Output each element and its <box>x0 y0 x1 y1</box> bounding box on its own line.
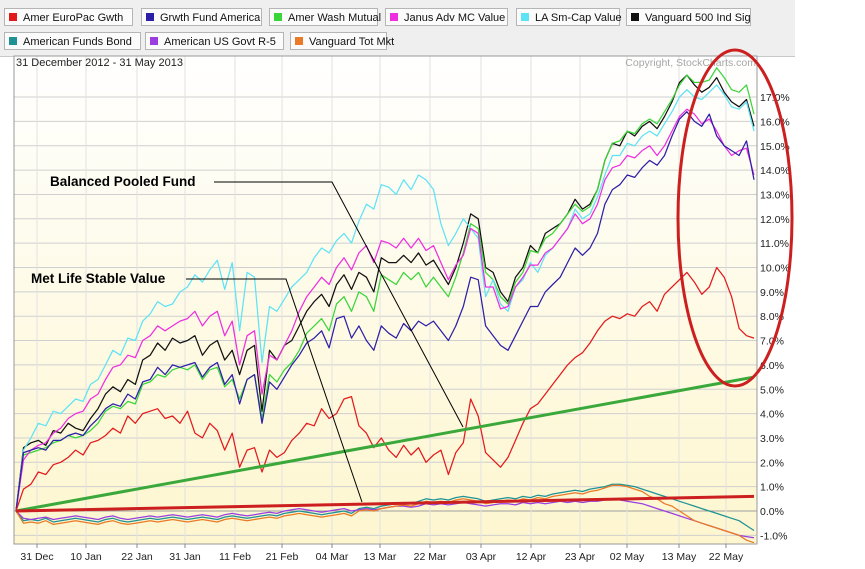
y-tick-label: 3.0% <box>760 433 784 445</box>
legend-swatch <box>631 13 639 21</box>
legend-label: Grwth Fund America <box>160 12 261 24</box>
y-tick-label: 2.0% <box>760 457 784 469</box>
y-tick-label: 9.0% <box>760 287 784 299</box>
legend-item[interactable]: Vanguard 500 Ind Sig <box>626 8 751 26</box>
legend-swatch <box>146 13 154 21</box>
annotations: Balanced Pooled Fund Met Life Stable Valu… <box>31 174 464 503</box>
legend-item[interactable]: Amer EuroPac Gwth <box>4 8 133 26</box>
legend-label: American US Govt R-5 <box>164 36 276 48</box>
y-axis: -1.0% 0.0% 1.0% 2.0% 3.0% 4.0% 5.0% 6.0% 7.0% 8.0… <box>760 92 790 542</box>
y-tick-label: 10.0% <box>760 263 790 275</box>
legend-label: Vanguard 500 Ind Sig <box>645 12 751 24</box>
date-range-label: 31 December 2012 - 31 May 2013 <box>16 57 183 69</box>
legend-item[interactable]: Grwth Fund America <box>141 8 262 26</box>
y-tick-label: 14.0% <box>760 165 790 177</box>
legend-item[interactable]: Vanguard Tot Mkt <box>290 32 394 50</box>
y-tick-label: 12.0% <box>760 214 790 226</box>
y-tick-label: 1.0% <box>760 482 784 494</box>
x-tick-label: 21 Feb <box>266 551 299 563</box>
series-line <box>15 74 755 512</box>
x-tick-label: 22 Mar <box>414 551 447 563</box>
x-tick-label: 31 Jan <box>169 551 201 563</box>
x-axis: 31 Dec 10 Jan 22 Jan 31 Jan 11 Feb 21 Feb 04 M… <box>20 544 744 563</box>
legend-label: Vanguard Tot Mkt <box>309 36 395 48</box>
x-tick-label: 31 Dec <box>20 551 53 563</box>
legend-swatch <box>390 13 398 21</box>
overlay-line <box>15 375 755 513</box>
x-tick-label: 11 Feb <box>219 551 251 563</box>
series-line <box>15 108 755 512</box>
x-tick-label: 23 Apr <box>565 551 596 563</box>
legend-swatch <box>274 13 282 21</box>
annotation-pointer <box>214 181 464 428</box>
series-line <box>15 484 755 544</box>
plot-border <box>13 55 758 545</box>
legend-swatch <box>150 37 158 45</box>
y-tick-label: 15.0% <box>760 141 790 153</box>
series-lines <box>15 67 755 544</box>
x-tick-label: 13 May <box>662 551 697 563</box>
legend-item[interactable]: American Funds Bond <box>4 32 141 50</box>
legend-item[interactable]: American US Govt R-5 <box>145 32 284 50</box>
legend-label: LA Sm-Cap Value <box>535 12 622 24</box>
y-tick-label: 7.0% <box>760 336 784 348</box>
x-tick-label: 04 Mar <box>316 551 349 563</box>
annotation-pointer <box>186 278 363 503</box>
y-tick-label: -1.0% <box>760 530 787 542</box>
y-tick-label: 4.0% <box>760 409 784 421</box>
legend-swatch <box>9 37 17 45</box>
x-tick-label: 02 May <box>610 551 645 563</box>
x-tick-label: 13 Mar <box>364 551 397 563</box>
annotation-balanced-label: Balanced Pooled Fund <box>50 174 196 189</box>
highlight-ellipse <box>676 48 794 388</box>
overlay-lines <box>15 375 755 513</box>
legend-item[interactable]: LA Sm-Cap Value <box>516 8 622 26</box>
overlay-line <box>15 494 755 513</box>
x-tick-label: 22 Jan <box>121 551 153 563</box>
plot-area <box>14 56 757 544</box>
legend-swatch <box>295 37 303 45</box>
y-tick-label: 16.0% <box>760 116 790 128</box>
legend-swatch <box>521 13 529 21</box>
series-line <box>15 483 755 532</box>
legend-item[interactable]: Amer Wash Mutual <box>269 8 382 26</box>
copyright-label: Copyright, StockCharts.com <box>625 57 756 69</box>
series-line <box>15 67 755 512</box>
x-tick-label: 03 Apr <box>466 551 497 563</box>
series-line <box>15 84 755 512</box>
y-tick-label: 6.0% <box>760 360 784 372</box>
annotation-metlife-label: Met Life Stable Value <box>31 271 166 286</box>
x-tick-label: 22 May <box>709 551 744 563</box>
legend-bar: Amer EuroPac Gwth Grwth Fund America Amer … <box>0 0 795 57</box>
y-tick-label: 0.0% <box>760 506 784 518</box>
legend-label: American Funds Bond <box>23 36 132 48</box>
series-line <box>15 111 755 512</box>
legend-swatch <box>9 13 17 21</box>
legend-label: Amer EuroPac Gwth <box>23 12 124 24</box>
x-tick-label: 12 Apr <box>516 551 547 563</box>
x-tick-label: 10 Jan <box>70 551 102 563</box>
y-tick-label: 5.0% <box>760 384 784 396</box>
y-tick-label: 11.0% <box>760 238 789 250</box>
y-tick-label: 8.0% <box>760 311 784 323</box>
legend-label: Amer Wash Mutual <box>288 12 382 24</box>
legend-item[interactable]: Janus Adv MC Value <box>385 8 508 26</box>
y-tick-label: 13.0% <box>760 189 790 201</box>
legend-label: Janus Adv MC Value <box>404 12 506 24</box>
